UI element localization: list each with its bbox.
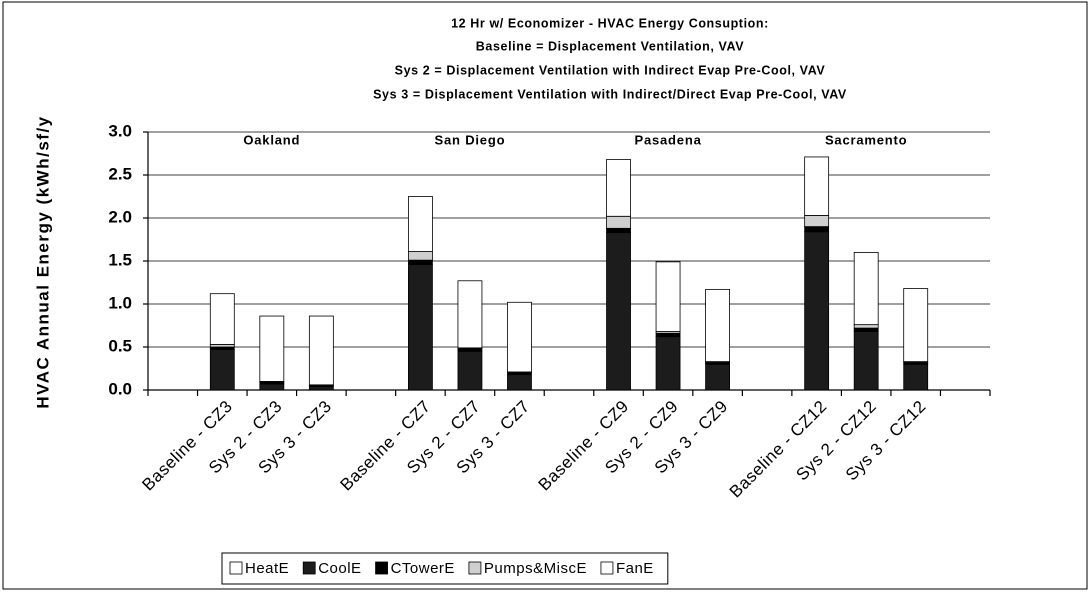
bar-segment [705,288,730,363]
bar-segment [308,315,334,386]
legend-swatch [468,561,482,575]
bar-segment [507,301,532,373]
bar-segment [507,374,532,391]
y-tick-label: 0.0 [108,379,132,398]
bar-segment [903,288,929,363]
legend-label: CoolE [318,560,361,577]
bar-segment [655,332,681,338]
bar-segment [853,251,879,326]
y-tick-label: 3.0 [108,121,132,140]
bar-segment [259,383,285,391]
chart-title: 12 Hr w/ Economizer - HVAC Energy Consup… [451,16,769,30]
chart-title: Sys 3 = Displacement Ventilation with In… [373,87,847,101]
annotation: San Diego [435,132,506,147]
annotation: Oakland [243,132,300,147]
bar-segment [606,215,631,229]
bar-segment [804,215,830,227]
bar-segment [804,156,830,216]
bar-segment [209,293,235,345]
chart-title: Baseline = Displacement Ventilation, VAV [476,39,744,53]
bar-segment [408,251,433,261]
bar-segment [853,327,879,332]
bar-segment [259,315,285,382]
annotation: Sacramento [825,132,907,147]
y-tick-label: 2.0 [108,207,132,226]
bar-segment [705,363,730,391]
legend-box [221,552,669,585]
legend-label: CTowerE [391,560,455,577]
bar-segment [606,227,631,234]
legend-label: Pumps&MiscE [484,560,587,577]
y-tick-label: 2.5 [108,164,132,183]
y-tick-label: 1.5 [108,250,132,269]
bar-segment [606,232,631,391]
legend-label: HeatE [245,560,289,577]
bar-segment [804,231,830,391]
bar-segment [408,264,433,391]
bar-segment [209,349,235,391]
bar-segment [408,196,433,252]
bar-segment [308,386,334,391]
bar-segment [606,159,631,217]
bar-segment [457,350,483,391]
bar-segment [903,363,929,391]
annotation: Pasadena [635,132,702,147]
legend-swatch [302,561,316,575]
bar-segment [408,259,433,265]
bar-segment [655,261,681,332]
bar-segment [457,280,483,349]
y-axis-label: HVAC Annual Energy (kWh/sf/y [33,115,52,408]
bar-segment [853,324,879,329]
legend-label: FanE [616,560,654,577]
legend-swatch [600,561,614,575]
bar-segment [853,331,879,391]
legend-swatch [375,561,388,575]
chart-title: Sys 2 = Displacement Ventilation with In… [395,63,826,77]
bar-segment [655,336,681,391]
legend-swatch [229,561,243,575]
y-tick-label: 0.5 [108,336,132,355]
bar-segment [804,226,830,233]
y-tick-label: 1.0 [108,293,132,312]
